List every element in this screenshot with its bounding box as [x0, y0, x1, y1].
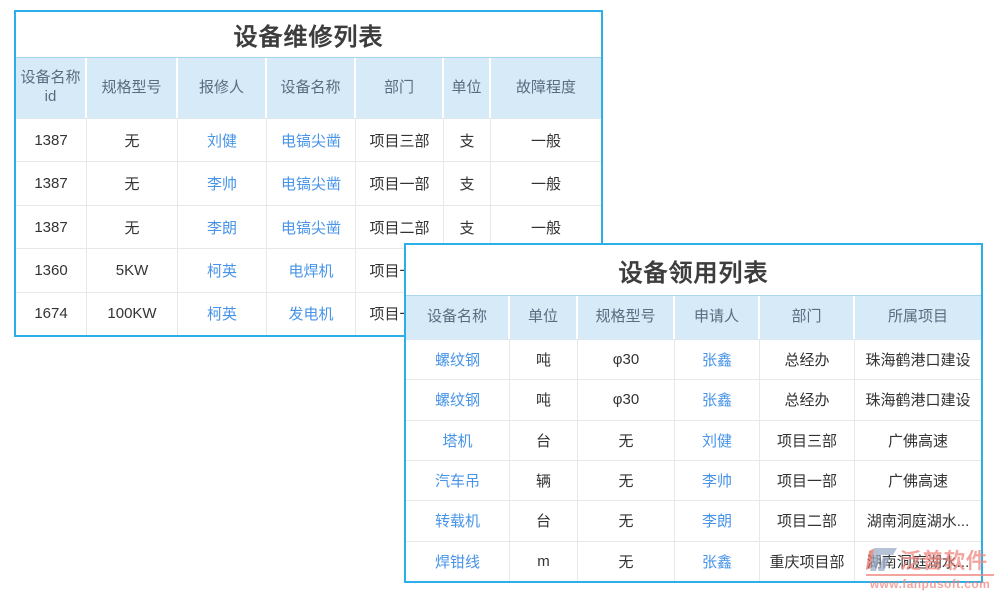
table-cell-link[interactable]: 汽车吊	[406, 460, 510, 501]
table-cell: 1674	[16, 292, 87, 336]
watermark-brand-text: 泛普软件	[900, 549, 988, 573]
table-cell: 1387	[16, 119, 87, 162]
watermark-divider	[866, 574, 994, 576]
table-cell: 项目一部	[356, 162, 444, 205]
table-cell: 无	[578, 460, 675, 501]
column-header-device-name: 设备名称	[406, 296, 510, 339]
table-cell: 重庆项目部	[760, 541, 855, 581]
table-cell-link[interactable]: 电镐尖凿	[267, 119, 356, 162]
table-cell: 无	[578, 541, 675, 581]
column-header-applicant: 申请人	[675, 296, 760, 339]
column-header-spec-model: 规格型号	[87, 58, 178, 118]
table-cell: 一般	[530, 176, 561, 194]
table-cell: 湖南洞庭湖水...	[866, 553, 970, 571]
table-cell: 台	[510, 501, 578, 541]
column-header-department: 部门	[356, 58, 444, 118]
table-cell: 项目二部	[760, 501, 855, 541]
table-cell: 项目二部	[356, 205, 444, 249]
table-cell: 总经办	[760, 340, 855, 380]
table-cell-link[interactable]: 电焊机	[267, 249, 356, 292]
repair-list-title: 设备维修列表	[16, 12, 601, 58]
table-row: 1387 无刘健 电镐尖凿 项目三部支 一般	[16, 119, 601, 162]
table-cell: 1360	[16, 249, 87, 292]
table-row: 螺纹钢吨 φ30 张鑫 总经办 珠海鹤港口建设	[406, 379, 981, 420]
table-cell: 5KW	[87, 249, 178, 292]
table-cell-link[interactable]: 李朗	[178, 205, 267, 249]
table-cell-link[interactable]: 李朗	[675, 501, 760, 541]
table-cell-link[interactable]: 柯英	[178, 249, 267, 292]
table-cell: 无	[87, 162, 178, 205]
table-cell: 总经办	[760, 380, 855, 420]
column-header-device-id: 设备名称id	[16, 58, 87, 118]
table-cell: 项目三部	[356, 119, 444, 162]
table-cell: 广佛高速	[887, 473, 948, 491]
column-header-device-name: 设备名称	[267, 58, 356, 118]
table-cell: 吨	[510, 380, 578, 420]
table-row: 螺纹钢吨 φ30 张鑫 总经办 珠海鹤港口建设	[406, 340, 981, 380]
column-header-project: 所属项目	[887, 308, 948, 326]
table-cell: 1387	[16, 162, 87, 205]
table-cell-link[interactable]: 刘健	[675, 420, 760, 460]
table-cell-link[interactable]: 螺纹钢	[406, 340, 510, 380]
table-cell: 无	[87, 119, 178, 162]
requisition-list-title: 设备领用列表	[406, 245, 981, 296]
table-cell: 一般	[530, 219, 561, 237]
table-row: 1387 无李朗 电镐尖凿 项目二部支 一般	[16, 204, 601, 249]
table-cell-link[interactable]: 焊钳线	[406, 541, 510, 581]
table-cell: 湖南洞庭湖水...	[866, 513, 970, 531]
table-cell: 1387	[16, 205, 87, 249]
repair-list-header-row: 设备名称id 规格型号 报修人 设备名称 部门 单位 故障程度	[16, 58, 601, 119]
table-row: 塔机台无刘健 项目三部 广佛高速	[406, 419, 981, 460]
table-row: 转载机台无李朗 项目二部 湖南洞庭湖水...	[406, 500, 981, 541]
column-header-spec-model: 规格型号	[578, 296, 675, 339]
table-cell: 项目三部	[760, 420, 855, 460]
table-cell: 支	[444, 119, 491, 162]
table-cell-link[interactable]: 李帅	[178, 162, 267, 205]
column-header-fault-level: 故障程度	[515, 78, 576, 96]
table-row: 1387 无李帅 电镐尖凿 项目一部支 一般	[16, 161, 601, 205]
repair-list-panel: 设备维修列表 设备名称id 规格型号 报修人 设备名称 部门 单位 故障程度 1…	[14, 10, 603, 337]
table-cell-link[interactable]: 张鑫	[675, 340, 760, 380]
table-cell: φ30	[578, 340, 675, 380]
table-cell: 无	[578, 420, 675, 460]
vendor-watermark: 泛普软件 www.fanpusoft.com	[866, 546, 994, 591]
table-cell: 台	[510, 420, 578, 460]
fanpu-logo-icon	[866, 548, 897, 571]
table-row: 焊钳线 m 无张鑫 重庆项目部 湖南洞庭湖水...	[406, 540, 981, 581]
table-cell: 吨	[510, 340, 578, 380]
table-cell: 珠海鹤港口建设	[865, 352, 971, 370]
table-cell-link[interactable]: 李帅	[675, 460, 760, 501]
column-header-unit: 单位	[444, 58, 491, 118]
table-cell: 一般	[530, 132, 561, 150]
table-cell: m	[510, 541, 578, 581]
requisition-list-body: 螺纹钢吨 φ30 张鑫 总经办 珠海鹤港口建设 螺纹钢吨 φ30 张鑫 总经办 珠海鹤港口建设 塔机…	[406, 340, 981, 581]
requisition-list-header-row: 设备名称 单位 规格型号 申请人 部门 所属项目	[406, 296, 981, 340]
table-cell-link[interactable]: 电镐尖凿	[267, 205, 356, 249]
table-cell-link[interactable]: 刘健	[178, 119, 267, 162]
table-cell: 支	[444, 205, 491, 249]
table-cell-link[interactable]: 螺纹钢	[406, 380, 510, 420]
column-header-unit: 单位	[510, 296, 578, 339]
table-cell: 广佛高速	[887, 432, 948, 450]
table-cell-link[interactable]: 张鑫	[675, 380, 760, 420]
requisition-list-panel: 设备领用列表 设备名称 单位 规格型号 申请人 部门 所属项目 螺纹钢吨 φ30 张…	[404, 243, 983, 583]
watermark-url-text: www.fanpusoft.com	[869, 577, 991, 591]
table-cell: 100KW	[87, 292, 178, 336]
table-cell: 无	[578, 501, 675, 541]
table-cell-link[interactable]: 电镐尖凿	[267, 162, 356, 205]
table-cell: 支	[444, 162, 491, 205]
table-cell: φ30	[578, 380, 675, 420]
table-cell: 辆	[510, 460, 578, 501]
table-row: 汽车吊辆无李帅 项目一部 广佛高速	[406, 459, 981, 501]
table-cell-link[interactable]: 发电机	[267, 292, 356, 336]
column-header-department: 部门	[760, 296, 855, 339]
table-cell: 无	[87, 205, 178, 249]
table-cell: 项目一部	[760, 460, 855, 501]
table-cell-link[interactable]: 塔机	[406, 420, 510, 460]
table-cell-link[interactable]: 转载机	[406, 501, 510, 541]
column-header-reporter: 报修人	[178, 58, 267, 118]
table-cell-link[interactable]: 柯英	[178, 292, 267, 336]
table-cell-link[interactable]: 张鑫	[675, 541, 760, 581]
table-cell: 珠海鹤港口建设	[865, 392, 971, 410]
